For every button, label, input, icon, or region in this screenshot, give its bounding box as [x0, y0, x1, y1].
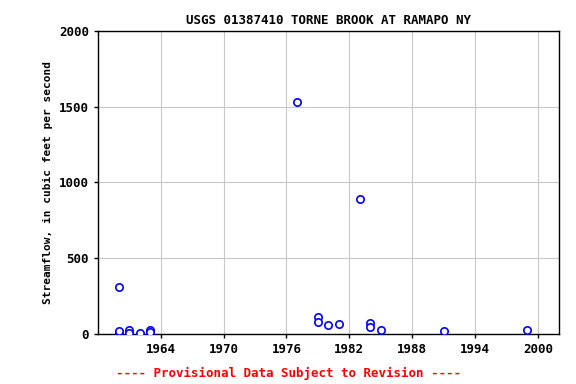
Point — [135, 330, 145, 336]
Point — [366, 324, 375, 330]
Point — [376, 327, 385, 333]
Point — [146, 329, 155, 335]
Point — [114, 328, 123, 334]
Point — [313, 319, 323, 325]
Point — [114, 329, 123, 335]
Text: ---- Provisional Data Subject to Revision ----: ---- Provisional Data Subject to Revisio… — [116, 367, 460, 380]
Point — [313, 314, 323, 321]
Point — [146, 326, 155, 333]
Point — [125, 327, 134, 333]
Point — [292, 99, 301, 105]
Point — [439, 328, 448, 334]
Point — [114, 330, 123, 336]
Point — [114, 284, 123, 290]
Title: USGS 01387410 TORNE BROOK AT RAMAPO NY: USGS 01387410 TORNE BROOK AT RAMAPO NY — [186, 14, 471, 27]
Point — [334, 321, 343, 327]
Y-axis label: Streamflow, in cubic feet per second: Streamflow, in cubic feet per second — [43, 61, 54, 304]
Point — [324, 322, 333, 328]
Point — [355, 196, 365, 202]
Point — [366, 320, 375, 326]
Point — [114, 330, 123, 336]
Point — [522, 327, 532, 333]
Point — [125, 330, 134, 336]
